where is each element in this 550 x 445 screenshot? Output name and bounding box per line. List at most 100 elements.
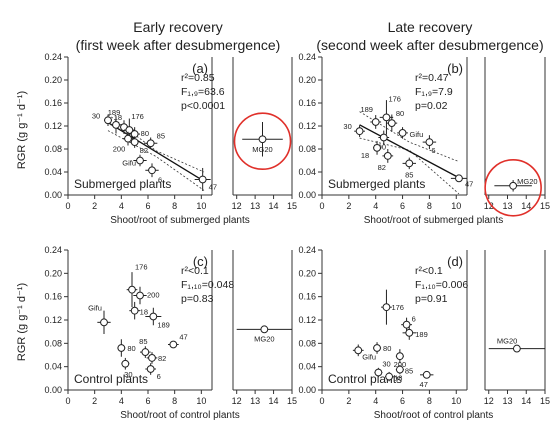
data-point-mg20: MG20 [484, 159, 542, 217]
data-point-200: 200 [133, 286, 160, 305]
point-label: 189 [415, 330, 428, 339]
x-tick-label: 14 [269, 396, 279, 406]
data-marker [425, 138, 434, 147]
y-tick-label: 0.16 [44, 98, 62, 108]
point-label: 80 [141, 129, 149, 138]
x-tick-label: 12 [232, 201, 242, 211]
y-tick-label: 0.12 [298, 315, 316, 325]
panels: 0.00 0.04 0.08 0.12 0.16 0.20 0.24 0 2 4 6 8 10 12 13 1… [44, 52, 550, 421]
point-label: 18 [361, 151, 369, 160]
panel-id: (c) [193, 254, 208, 269]
stat-line: r²=0.47 [415, 72, 449, 84]
data-point-189: 189 [360, 105, 382, 129]
data-marker [117, 344, 126, 352]
x-tick-label: 2 [346, 201, 351, 211]
point-label: 176 [131, 112, 144, 121]
data-marker [121, 359, 130, 368]
stat-line: r²<0.1 [415, 265, 443, 277]
data-point-gifu: Gifu [88, 303, 111, 334]
data-marker [125, 126, 134, 134]
x-tick-label: 14 [521, 396, 531, 406]
data-point-82: 82 [146, 352, 166, 364]
point-label: 80 [396, 109, 404, 118]
y-tick-label: 0.24 [298, 245, 316, 255]
point-label: 30 [124, 370, 132, 379]
x-tick-label: 15 [287, 201, 297, 211]
point-label: 18 [114, 113, 122, 122]
x-tick-label: 6 [400, 396, 405, 406]
data-marker [128, 285, 136, 294]
data-point-189: 189 [402, 325, 428, 340]
x-tick-label: 8 [172, 396, 177, 406]
point-label: 189 [108, 108, 121, 117]
stat-line: F₁,₉=63.6 [181, 86, 225, 98]
column-subtitle-late: (second week after desubmergence) [316, 37, 543, 53]
data-point-200: 200 [113, 131, 134, 154]
data-marker [382, 303, 391, 312]
column-subtitle-early: (first week after desubmergence) [76, 37, 281, 53]
y-tick-label: 0.20 [298, 75, 316, 85]
data-point-85: 85 [139, 337, 151, 358]
y-tick-label: 0.24 [44, 52, 62, 62]
data-point-mg20: MG20 [488, 337, 545, 353]
x-tick-label: 12 [484, 396, 494, 406]
data-point-47: 47 [450, 174, 473, 188]
y-tick-label: 0.00 [298, 190, 316, 200]
data-marker [373, 143, 381, 152]
y-tick-label: 0.00 [298, 385, 316, 395]
data-marker [141, 348, 150, 356]
panel-a: 0.00 0.04 0.08 0.12 0.16 0.20 0.24 0 2 4 6 8 10 12 13 1… [44, 52, 297, 226]
data-marker [260, 325, 269, 334]
y-tick-label: 0.04 [44, 167, 62, 177]
x-axis-label: Shoot/root of control plants [374, 410, 494, 421]
point-label: 6 [412, 315, 416, 324]
stat-line: p=0.02 [415, 100, 448, 112]
x-tick-label: 12 [484, 201, 494, 211]
point-label: 30 [92, 111, 100, 120]
x-tick-label: 14 [269, 201, 279, 211]
point-label: 200 [147, 291, 160, 300]
data-point-80: 80 [117, 339, 136, 357]
point-label: 47 [179, 333, 187, 342]
data-marker [379, 133, 388, 142]
x-tick-label: 8 [427, 201, 432, 211]
data-point-176: 176 [379, 94, 401, 135]
point-label: 85 [157, 131, 165, 140]
confidence-band-lower [359, 137, 460, 195]
point-label: Gifu [362, 352, 376, 361]
point-label: MG20 [254, 334, 274, 343]
confidence-band-lower [107, 130, 205, 191]
data-marker [387, 119, 396, 128]
data-point-85: 85 [402, 157, 416, 179]
x-tick-label: 8 [172, 201, 177, 211]
data-marker [146, 139, 155, 148]
data-marker [355, 127, 364, 136]
point-label: 82 [140, 146, 148, 155]
y-tick-label: 0.12 [298, 121, 316, 131]
data-marker [104, 116, 112, 125]
y-tick-label: 0.04 [44, 362, 62, 372]
data-marker [455, 174, 463, 183]
panel-id: (d) [447, 254, 463, 269]
data-marker [148, 166, 156, 175]
x-axis-label: Shoot/root of submerged plants [364, 215, 504, 226]
x-tick-label: 6 [400, 201, 405, 211]
x-tick-label: 13 [250, 201, 260, 211]
point-label: 47 [209, 182, 217, 191]
data-point-47: 47 [168, 333, 188, 349]
panel-b: 0.00 0.04 0.08 0.12 0.16 0.20 0.24 0 2 4 6 8 10 12 13 1… [298, 52, 550, 226]
data-marker [512, 344, 521, 353]
data-point-80: 80 [373, 342, 391, 354]
y-tick-label: 0.00 [44, 190, 62, 200]
data-point-85: 85 [144, 131, 165, 149]
data-marker [124, 134, 132, 143]
data-point-gifu: Gifu [397, 127, 423, 139]
highlight-circle [233, 112, 292, 171]
point-label: 82 [378, 163, 386, 172]
x-tick-label: 8 [427, 396, 432, 406]
data-marker [136, 291, 144, 300]
x-tick-label: 6 [145, 201, 150, 211]
data-marker [100, 318, 108, 327]
x-axis-label: Shoot/root of control plants [120, 410, 240, 421]
data-marker [398, 129, 407, 137]
